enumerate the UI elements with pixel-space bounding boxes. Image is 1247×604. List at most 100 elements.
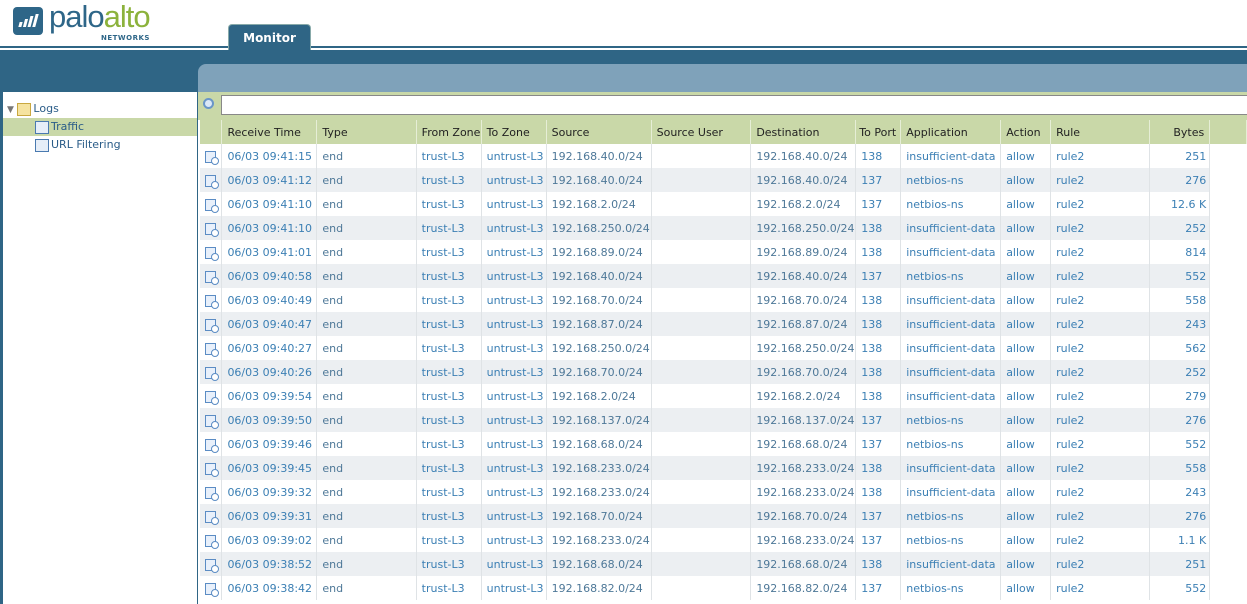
cell-receive-time[interactable]: 06/03 09:38:42 xyxy=(221,576,318,600)
table-row[interactable]: 06/03 09:41:15 end trust-L3 untrust-L3 192.1… xyxy=(200,144,1247,168)
cell-to-port[interactable]: 138 xyxy=(855,144,902,168)
cell-to-zone[interactable]: untrust-L3 xyxy=(481,384,547,408)
sidebar-item-url-filtering[interactable]: URL Filtering xyxy=(35,136,121,154)
cell-destination[interactable]: 192.168.82.0/24 xyxy=(750,576,857,600)
cell-destination[interactable]: 192.168.70.0/24 xyxy=(750,288,857,312)
cell-application[interactable]: insufficient-data xyxy=(900,240,1002,264)
cell-from-zone[interactable]: trust-L3 xyxy=(416,240,482,264)
cell-action[interactable]: allow xyxy=(1000,480,1052,504)
detail-cell[interactable] xyxy=(200,240,223,264)
log-detail-icon[interactable] xyxy=(205,366,219,381)
cell-application[interactable]: netbios-ns xyxy=(900,168,1002,192)
cell-source[interactable]: 192.168.40.0/24 xyxy=(546,168,652,192)
cell-from-zone[interactable]: trust-L3 xyxy=(416,312,482,336)
cell-destination[interactable]: 192.168.40.0/24 xyxy=(750,264,857,288)
sidebar-item-traffic[interactable]: Traffic xyxy=(3,118,197,136)
cell-rule[interactable]: rule2 xyxy=(1050,264,1151,288)
cell-action[interactable]: allow xyxy=(1000,192,1052,216)
cell-source[interactable]: 192.168.40.0/24 xyxy=(546,144,652,168)
tab-monitor[interactable]: Monitor xyxy=(228,24,311,50)
cell-to-zone[interactable]: untrust-L3 xyxy=(481,480,547,504)
log-detail-icon[interactable] xyxy=(205,438,219,453)
cell-to-zone[interactable]: untrust-L3 xyxy=(481,168,547,192)
detail-cell[interactable] xyxy=(200,384,223,408)
cell-receive-time[interactable]: 06/03 09:40:27 xyxy=(221,336,318,360)
cell-destination[interactable]: 192.168.2.0/24 xyxy=(750,192,857,216)
table-row[interactable]: 06/03 09:39:02 end trust-L3 untrust-L3 192.1… xyxy=(200,528,1247,552)
cell-application[interactable]: insufficient-data xyxy=(900,144,1002,168)
cell-receive-time[interactable]: 06/03 09:40:26 xyxy=(221,360,318,384)
cell-from-zone[interactable]: trust-L3 xyxy=(416,480,482,504)
log-detail-icon[interactable] xyxy=(205,342,219,357)
cell-to-zone[interactable]: untrust-L3 xyxy=(481,264,547,288)
cell-to-port[interactable]: 138 xyxy=(855,480,902,504)
cell-rule[interactable]: rule2 xyxy=(1050,216,1151,240)
cell-to-port[interactable]: 137 xyxy=(855,168,902,192)
column-header-rule[interactable]: Rule xyxy=(1050,120,1151,144)
table-row[interactable]: 06/03 09:41:10 end trust-L3 untrust-L3 192.1… xyxy=(200,216,1247,240)
cell-to-zone[interactable]: untrust-L3 xyxy=(481,504,547,528)
detail-cell[interactable] xyxy=(200,480,223,504)
cell-application[interactable]: netbios-ns xyxy=(900,192,1002,216)
detail-cell[interactable] xyxy=(200,360,223,384)
column-header-action[interactable]: Action xyxy=(1000,120,1052,144)
detail-cell[interactable] xyxy=(200,312,223,336)
detail-cell[interactable] xyxy=(200,216,223,240)
cell-receive-time[interactable]: 06/03 09:40:49 xyxy=(221,288,318,312)
cell-to-zone[interactable]: untrust-L3 xyxy=(481,576,547,600)
cell-receive-time[interactable]: 06/03 09:39:46 xyxy=(221,432,318,456)
cell-to-port[interactable]: 138 xyxy=(855,456,902,480)
cell-application[interactable]: insufficient-data xyxy=(900,336,1002,360)
cell-from-zone[interactable]: trust-L3 xyxy=(416,576,482,600)
cell-rule[interactable]: rule2 xyxy=(1050,240,1151,264)
cell-to-zone[interactable]: untrust-L3 xyxy=(481,336,547,360)
log-detail-icon[interactable] xyxy=(205,558,219,573)
cell-action[interactable]: allow xyxy=(1000,456,1052,480)
cell-receive-time[interactable]: 06/03 09:41:01 xyxy=(221,240,318,264)
cell-receive-time[interactable]: 06/03 09:39:50 xyxy=(221,408,318,432)
log-detail-icon[interactable] xyxy=(205,318,219,333)
cell-rule[interactable]: rule2 xyxy=(1050,552,1151,576)
cell-receive-time[interactable]: 06/03 09:39:32 xyxy=(221,480,318,504)
cell-to-port[interactable]: 138 xyxy=(855,216,902,240)
cell-to-port[interactable]: 138 xyxy=(855,336,902,360)
cell-rule[interactable]: rule2 xyxy=(1050,288,1151,312)
cell-action[interactable]: allow xyxy=(1000,432,1052,456)
cell-from-zone[interactable]: trust-L3 xyxy=(416,288,482,312)
cell-to-zone[interactable]: untrust-L3 xyxy=(481,456,547,480)
cell-rule[interactable]: rule2 xyxy=(1050,144,1151,168)
cell-to-port[interactable]: 138 xyxy=(855,360,902,384)
cell-action[interactable]: allow xyxy=(1000,264,1052,288)
cell-receive-time[interactable]: 06/03 09:39:54 xyxy=(221,384,318,408)
cell-destination[interactable]: 192.168.68.0/24 xyxy=(750,552,857,576)
cell-to-zone[interactable]: untrust-L3 xyxy=(481,528,547,552)
cell-source[interactable]: 192.168.82.0/24 xyxy=(546,576,652,600)
cell-application[interactable]: insufficient-data xyxy=(900,288,1002,312)
cell-rule[interactable]: rule2 xyxy=(1050,576,1151,600)
cell-rule[interactable]: rule2 xyxy=(1050,360,1151,384)
cell-source[interactable]: 192.168.68.0/24 xyxy=(546,552,652,576)
log-detail-icon[interactable] xyxy=(205,462,219,477)
table-row[interactable]: 06/03 09:41:10 end trust-L3 untrust-L3 192.1… xyxy=(200,192,1247,216)
cell-rule[interactable]: rule2 xyxy=(1050,192,1151,216)
cell-from-zone[interactable]: trust-L3 xyxy=(416,192,482,216)
cell-source[interactable]: 192.168.233.0/24 xyxy=(546,480,652,504)
cell-to-port[interactable]: 137 xyxy=(855,192,902,216)
cell-application[interactable]: insufficient-data xyxy=(900,552,1002,576)
detail-cell[interactable] xyxy=(200,576,223,600)
cell-from-zone[interactable]: trust-L3 xyxy=(416,432,482,456)
log-detail-icon[interactable] xyxy=(205,390,219,405)
cell-application[interactable]: netbios-ns xyxy=(900,504,1002,528)
cell-rule[interactable]: rule2 xyxy=(1050,168,1151,192)
cell-destination[interactable]: 192.168.250.0/24 xyxy=(750,216,857,240)
cell-from-zone[interactable]: trust-L3 xyxy=(416,360,482,384)
cell-rule[interactable]: rule2 xyxy=(1050,336,1151,360)
cell-to-zone[interactable]: untrust-L3 xyxy=(481,552,547,576)
cell-rule[interactable]: rule2 xyxy=(1050,528,1151,552)
table-row[interactable]: 06/03 09:39:32 end trust-L3 untrust-L3 192.1… xyxy=(200,480,1247,504)
cell-to-port[interactable]: 138 xyxy=(855,552,902,576)
cell-from-zone[interactable]: trust-L3 xyxy=(416,528,482,552)
cell-destination[interactable]: 192.168.68.0/24 xyxy=(750,432,857,456)
cell-from-zone[interactable]: trust-L3 xyxy=(416,264,482,288)
cell-to-zone[interactable]: untrust-L3 xyxy=(481,360,547,384)
